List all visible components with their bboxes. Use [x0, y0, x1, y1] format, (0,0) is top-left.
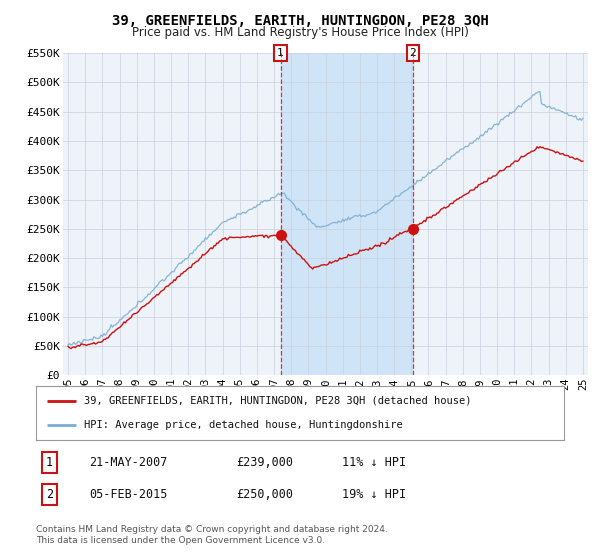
Text: 1: 1 [277, 48, 284, 58]
Bar [281, 53, 413, 375]
Text: £239,000: £239,000 [236, 456, 293, 469]
Text: 05-FEB-2015: 05-FEB-2015 [89, 488, 167, 501]
Text: 39, GREENFIELDS, EARITH, HUNTINGDON, PE28 3QH: 39, GREENFIELDS, EARITH, HUNTINGDON, PE2… [112, 14, 488, 28]
Text: 11% ↓ HPI: 11% ↓ HPI [342, 456, 406, 469]
Text: HPI: Average price, detached house, Huntingdonshire: HPI: Average price, detached house, Hunt… [83, 420, 402, 430]
Text: 2: 2 [46, 488, 53, 501]
Text: 39, GREENFIELDS, EARITH, HUNTINGDON, PE28 3QH (detached house): 39, GREENFIELDS, EARITH, HUNTINGDON, PE2… [83, 396, 471, 406]
Text: 1: 1 [46, 456, 53, 469]
Text: 21-MAY-2007: 21-MAY-2007 [89, 456, 167, 469]
Text: 2: 2 [409, 48, 416, 58]
Text: £250,000: £250,000 [236, 488, 293, 501]
Text: Contains HM Land Registry data © Crown copyright and database right 2024.
This d: Contains HM Land Registry data © Crown c… [36, 525, 388, 545]
Text: 19% ↓ HPI: 19% ↓ HPI [342, 488, 406, 501]
Text: Price paid vs. HM Land Registry's House Price Index (HPI): Price paid vs. HM Land Registry's House … [131, 26, 469, 39]
